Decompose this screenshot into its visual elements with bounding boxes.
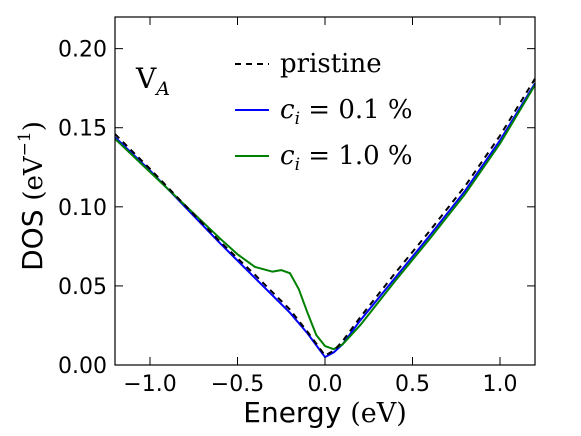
y-tick-label: 0.05 — [58, 275, 107, 300]
y-tick-label: 0.15 — [58, 117, 107, 142]
legend-label-pristine: pristine — [280, 49, 382, 79]
x-tick-label: −0.5 — [211, 372, 264, 397]
x-tick-label: 0.5 — [395, 372, 430, 397]
x-tick-label: 1.0 — [483, 372, 518, 397]
y-tick-label: 0.00 — [58, 354, 107, 379]
vacancy-annotation: VA — [135, 62, 170, 100]
series-line-0 — [114, 78, 536, 357]
y-axis-title: DOS (eV−1) — [15, 121, 49, 271]
x-axis-ticks: −1.0 −0.5 0.0 0.5 1.0 — [123, 17, 518, 397]
y-axis-ticks: 0.00 0.05 0.10 0.15 0.20 — [58, 38, 535, 379]
plot-lines — [114, 78, 536, 359]
y-tick-label: 0.20 — [58, 38, 107, 63]
series-line-2 — [114, 84, 536, 351]
legend-label-ci-0-1: ci = 0.1 % — [280, 95, 413, 129]
series-line-1 — [114, 82, 536, 359]
legend: pristine ci = 0.1 % ci = 1.0 % — [235, 49, 413, 175]
legend-label-ci-1-0: ci = 1.0 % — [280, 141, 413, 175]
y-tick-label: 0.10 — [58, 196, 107, 221]
x-tick-label: 0.0 — [308, 372, 343, 397]
x-tick-label: −1.0 — [123, 372, 176, 397]
x-axis-title: Energy (eV) — [243, 396, 406, 429]
